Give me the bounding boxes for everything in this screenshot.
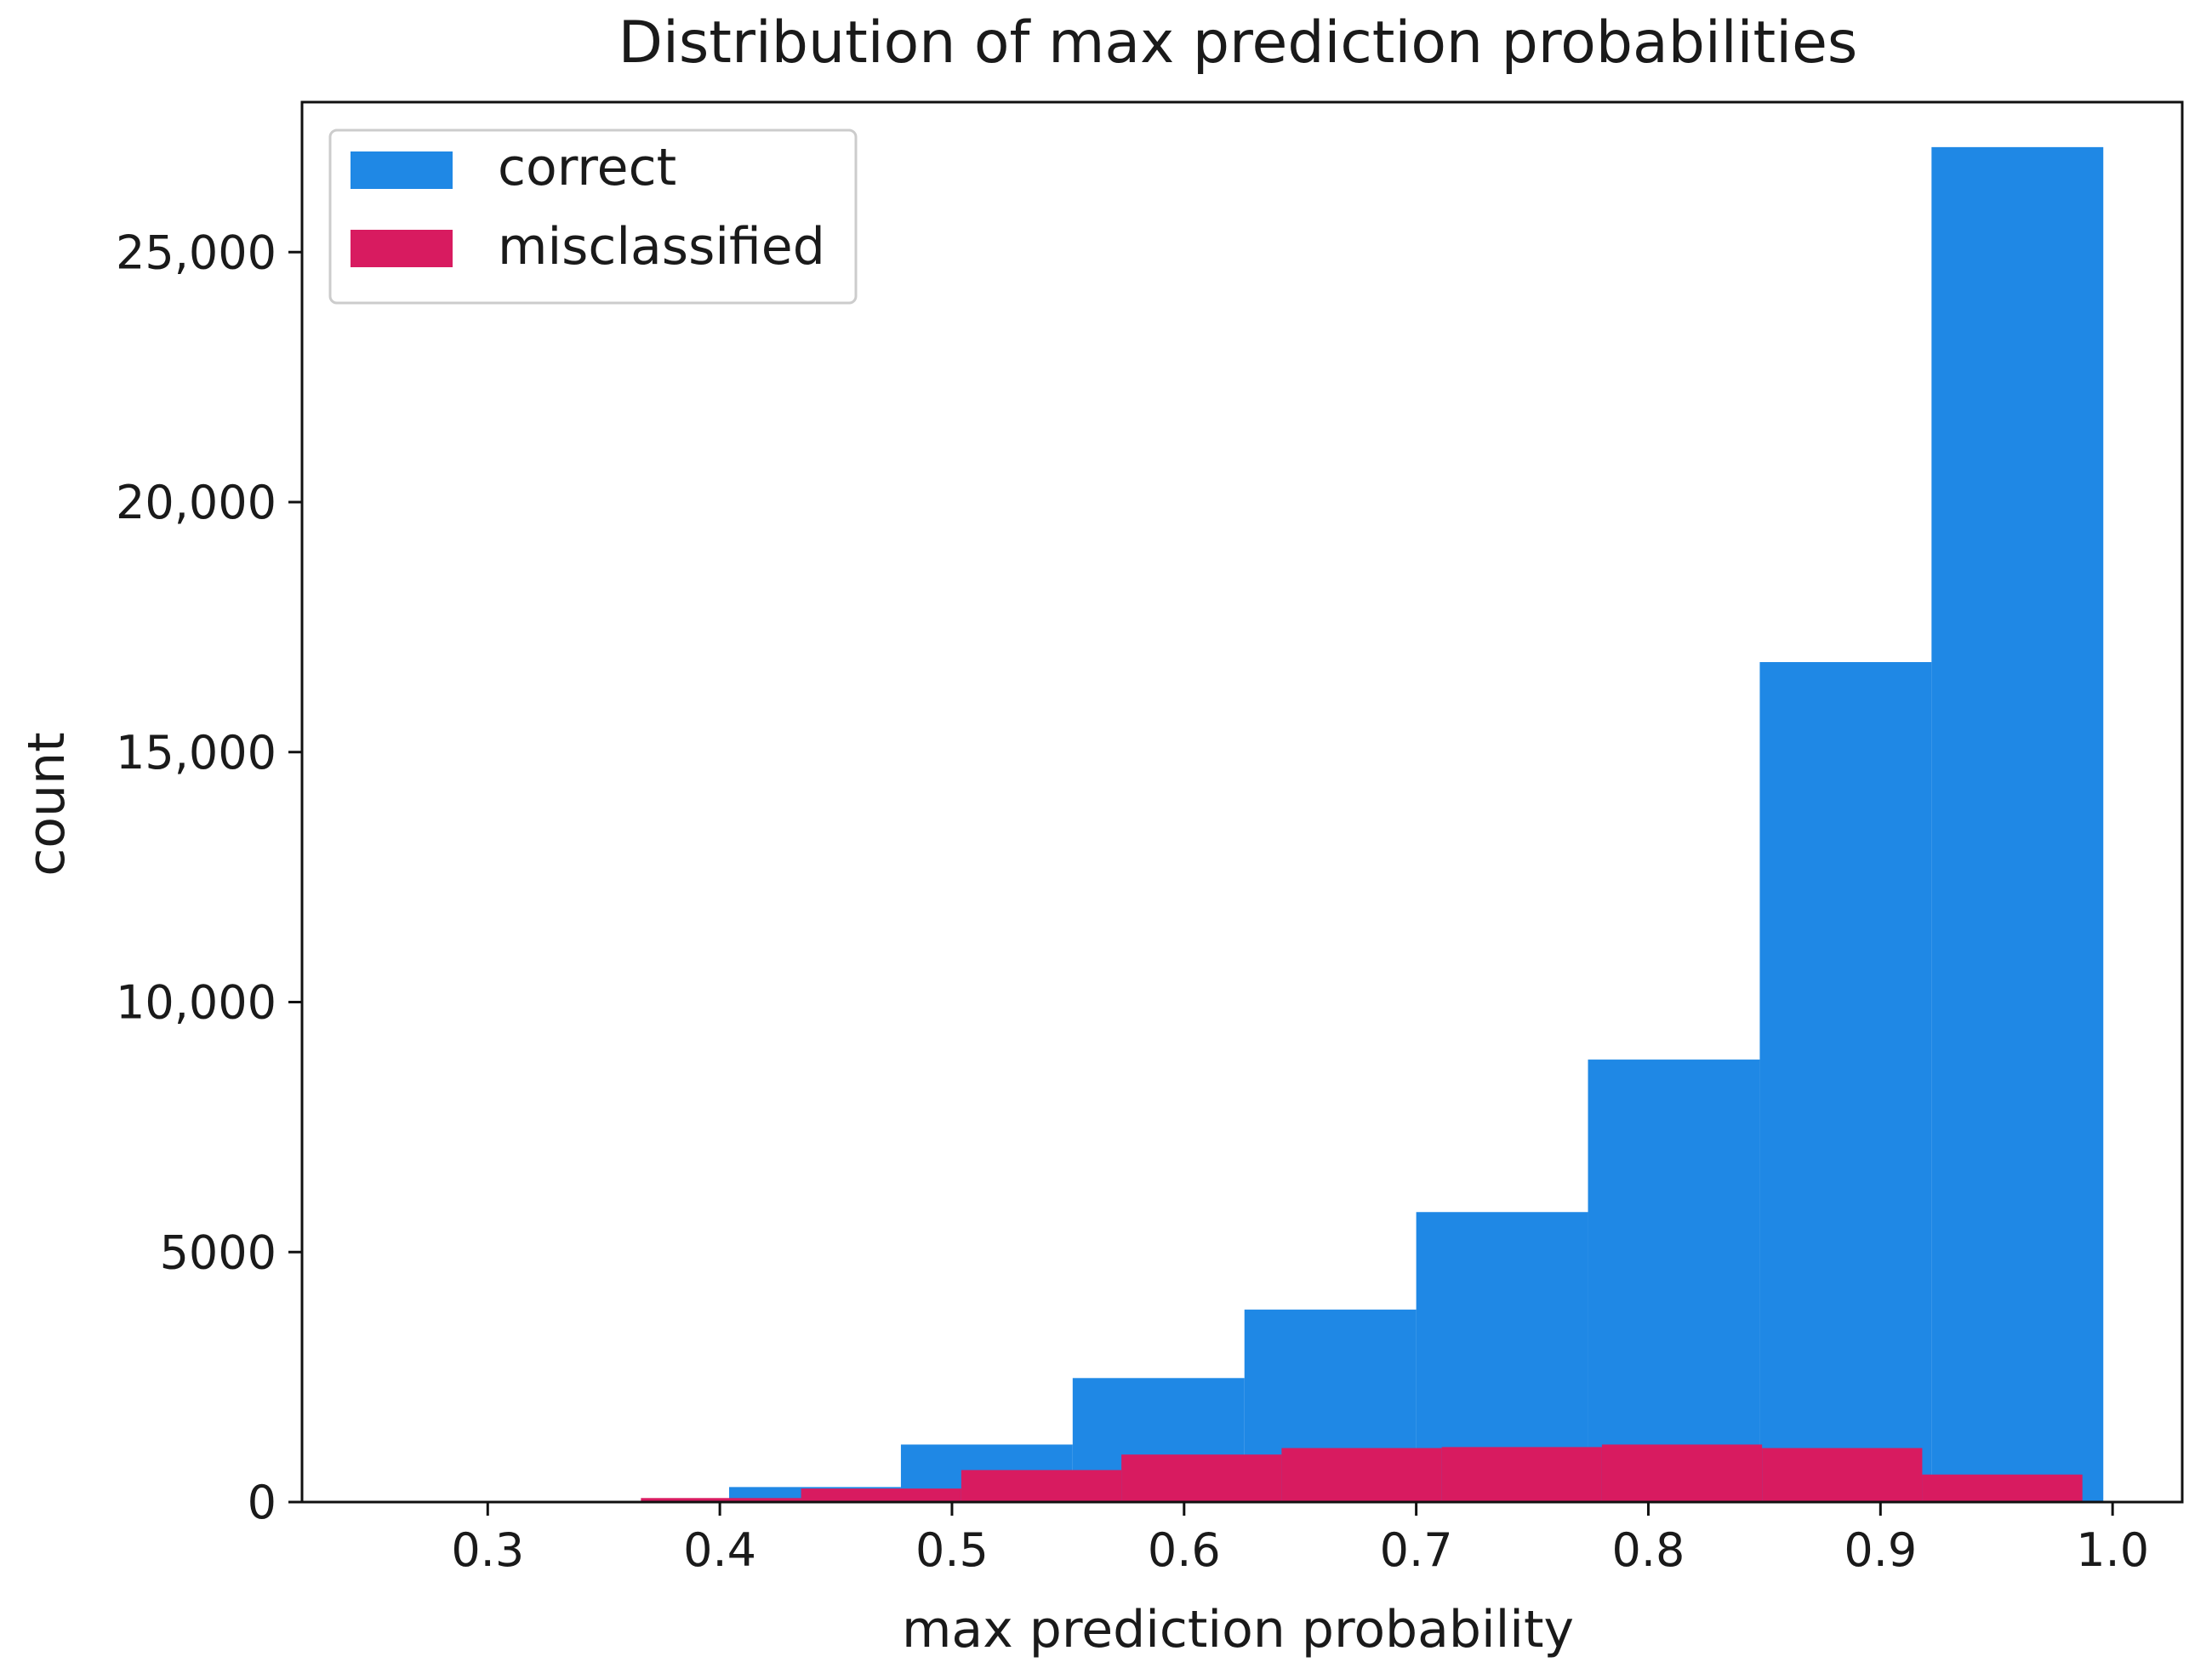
bar-misclassified-6 xyxy=(1601,1444,1763,1502)
bar-misclassified-2 xyxy=(961,1470,1122,1502)
bar-misclassified-3 xyxy=(1121,1454,1282,1502)
bar-correct-5 xyxy=(1588,1060,1760,1502)
x-tick-label-5: 0.8 xyxy=(1612,1523,1685,1577)
x-tick-label-4: 0.7 xyxy=(1380,1523,1453,1577)
bar-misclassified-5 xyxy=(1441,1447,1602,1502)
legend-label-misclassified: misclassified xyxy=(498,217,825,277)
x-tick-label-6: 0.9 xyxy=(1844,1523,1917,1577)
bar-correct-7 xyxy=(1931,146,2104,1502)
legend: correct misclassified xyxy=(328,129,858,305)
x-tick-label-1: 0.4 xyxy=(683,1523,756,1577)
y-tick-label-1: 5000 xyxy=(160,1225,276,1279)
x-axis-ticks: 0.3 0.4 0.5 0.6 0.7 0.8 0.9 1.0 xyxy=(451,1502,2149,1577)
bar-misclassified-8 xyxy=(1922,1474,2083,1502)
y-tick-label-2: 10,000 xyxy=(116,976,276,1030)
bar-misclassified-7 xyxy=(1762,1448,1923,1502)
y-tick-label-5: 25,000 xyxy=(116,226,276,279)
x-axis-label: max prediction probability xyxy=(902,1600,1574,1659)
y-tick-label-3: 15,000 xyxy=(116,726,276,780)
legend-box xyxy=(328,129,858,305)
bar-misclassified-4 xyxy=(1281,1448,1442,1502)
y-axis-ticks: 0 5000 10,000 15,000 20,000 25,000 xyxy=(116,226,302,1529)
x-tick-label-7: 1.0 xyxy=(2076,1523,2149,1577)
plot-bars xyxy=(641,146,2104,1502)
bar-correct-6 xyxy=(1759,662,1932,1502)
bar-misclassified-1 xyxy=(801,1488,961,1502)
bar-misclassified-0 xyxy=(641,1498,801,1502)
x-tick-label-3: 0.6 xyxy=(1148,1523,1221,1577)
y-tick-label-0: 0 xyxy=(248,1476,276,1529)
y-axis-label: count xyxy=(17,732,77,876)
plot-frame xyxy=(300,100,2184,1504)
legend-swatch-correct xyxy=(351,151,453,189)
x-tick-label-2: 0.5 xyxy=(915,1523,989,1577)
legend-label-correct: correct xyxy=(498,138,676,197)
chart-title: Distribution of max prediction probabili… xyxy=(619,9,1858,77)
x-tick-label-0: 0.3 xyxy=(451,1523,524,1577)
legend-swatch-misclassified xyxy=(351,230,453,267)
y-tick-label-4: 20,000 xyxy=(116,476,276,529)
